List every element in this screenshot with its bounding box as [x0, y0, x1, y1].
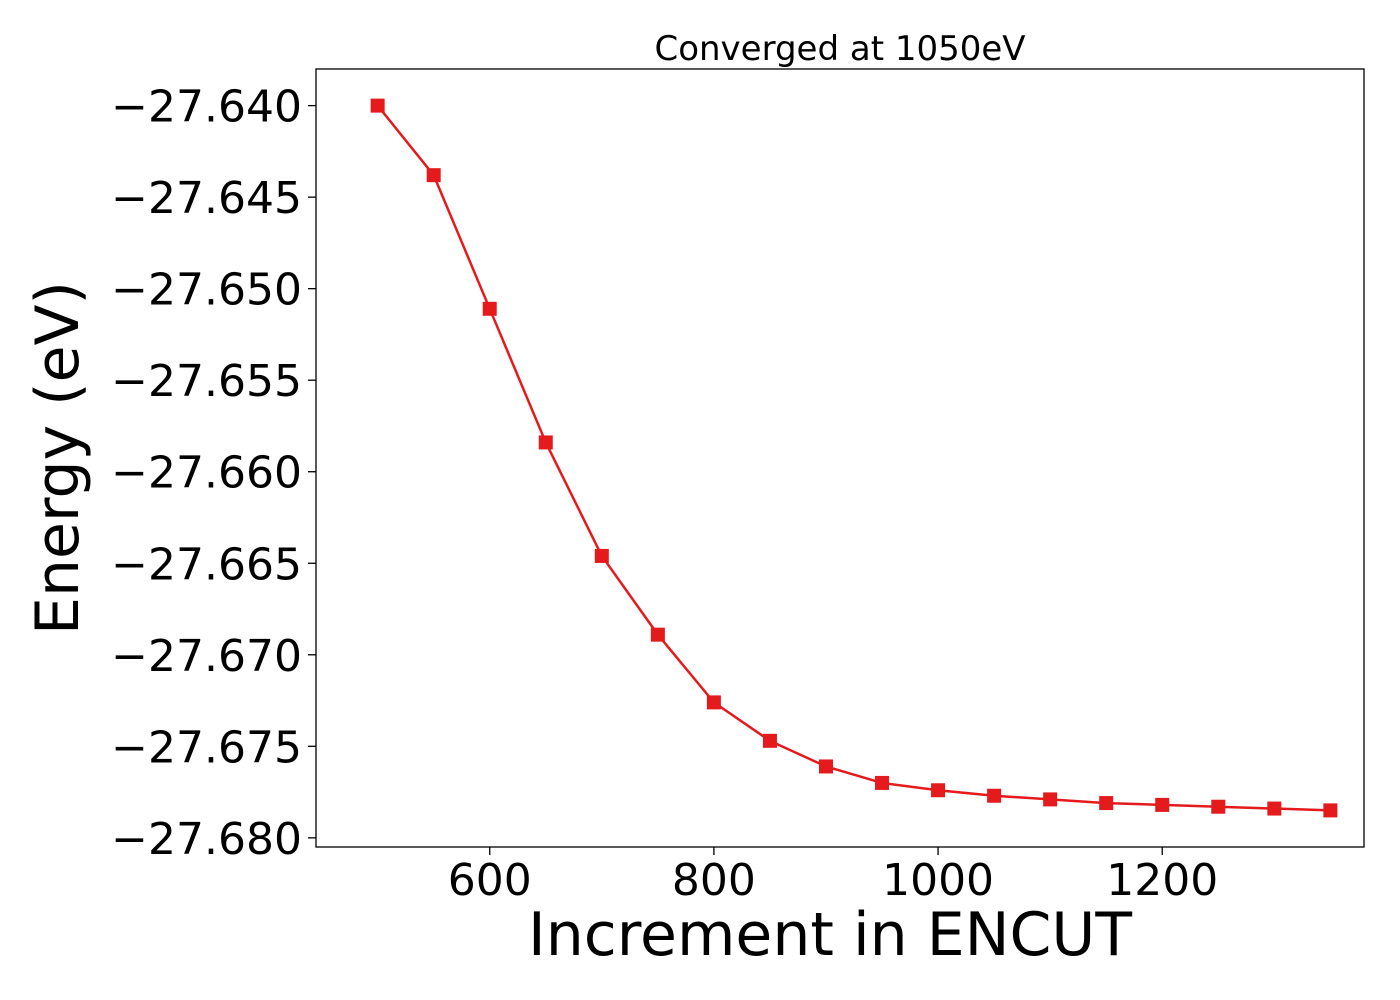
x-tick-label: 800 — [672, 855, 756, 906]
chart-title: Converged at 1050eV — [654, 29, 1025, 69]
y-tick-label: −27.645 — [111, 173, 302, 224]
axes-frame — [315, 68, 1365, 848]
x-tick-label: 1200 — [1106, 855, 1218, 906]
data-point-marker — [538, 435, 553, 450]
y-axis: −27.640 −27.645 −27.650 −27.655 −27.660 −27.6… — [111, 82, 316, 865]
y-tick-label: −27.655 — [111, 356, 302, 407]
data-point-marker — [1043, 792, 1058, 807]
y-axis-label: Energy (eV) — [23, 281, 93, 635]
y-tick-label: −27.660 — [111, 448, 302, 499]
data-point-marker — [594, 548, 609, 563]
data-point-marker — [1323, 803, 1338, 818]
x-tick-label: 600 — [448, 855, 532, 906]
data-point-marker — [650, 627, 665, 642]
data-point-marker — [1155, 797, 1170, 812]
data-point-marker — [818, 759, 833, 774]
y-tick-label: −27.675 — [111, 722, 302, 773]
data-point-marker — [987, 788, 1002, 803]
y-tick-label: −27.665 — [111, 539, 302, 590]
data-point-marker — [482, 301, 497, 316]
x-tick-label: 1000 — [882, 855, 994, 906]
data-point-marker — [875, 775, 890, 790]
data-point-marker — [426, 168, 441, 183]
data-point-marker — [1211, 799, 1226, 814]
data-point-marker — [1099, 796, 1114, 811]
y-tick-label: −27.680 — [111, 814, 302, 865]
data-point-marker — [370, 98, 385, 113]
y-tick-label: −27.650 — [111, 265, 302, 316]
data-point-marker — [931, 783, 946, 798]
x-axis-label: Increment in ENCUT — [528, 900, 1132, 970]
series-line — [376, 104, 1331, 812]
data-point-marker — [706, 695, 721, 710]
plot-area — [370, 98, 1338, 818]
data-point-marker — [762, 733, 777, 748]
data-point-marker — [1267, 801, 1282, 816]
x-axis: 600 800 1000 1200 — [448, 847, 1218, 906]
y-tick-label: −27.640 — [111, 82, 302, 133]
y-tick-label: −27.670 — [111, 631, 302, 682]
